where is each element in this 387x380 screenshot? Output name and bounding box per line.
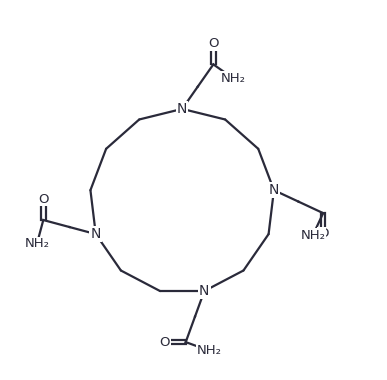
Text: O: O (38, 193, 48, 206)
Text: O: O (318, 227, 329, 241)
Text: NH₂: NH₂ (196, 344, 221, 357)
Text: N: N (269, 183, 279, 197)
Text: O: O (208, 37, 219, 50)
Text: NH₂: NH₂ (24, 237, 50, 250)
Text: O: O (160, 336, 170, 348)
Text: NH₂: NH₂ (300, 229, 325, 242)
Text: N: N (199, 284, 209, 298)
Text: N: N (177, 102, 187, 116)
Text: N: N (91, 227, 101, 241)
Text: NH₂: NH₂ (221, 72, 246, 85)
